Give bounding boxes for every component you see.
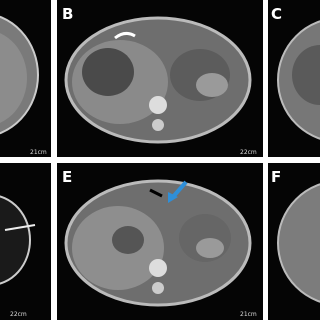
scale-label: 22cm [10,311,27,318]
ct-panel: F [268,163,320,320]
panel-label: F [271,168,281,186]
scale-label: 22cm [240,149,257,156]
scale-label: 21cm [30,149,47,156]
scale-label: 21cm [240,311,257,318]
ct-panel: B 22cm [57,0,263,157]
panel-label: C [271,5,282,23]
ct-panel: 22cm [0,163,51,320]
panel-label: B [62,5,73,23]
ct-panel: C [268,0,320,157]
panel-label: E [62,168,72,186]
ct-panel: E 21cm [57,163,263,320]
ct-panel: 21cm [0,0,51,157]
